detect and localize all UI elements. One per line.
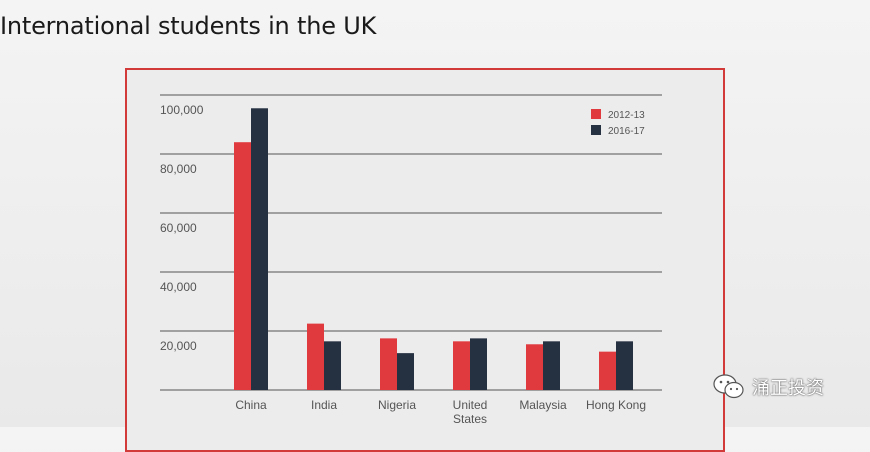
y-tick-label: 80,000 bbox=[160, 162, 197, 176]
x-category-label: United bbox=[453, 398, 488, 412]
x-category-label: China bbox=[235, 398, 267, 412]
legend-label: 2012-13 bbox=[608, 110, 645, 121]
y-tick-label: 60,000 bbox=[160, 221, 197, 235]
legend-swatch bbox=[591, 125, 601, 135]
x-category-label: Malaysia bbox=[519, 398, 567, 412]
bar-2016-17 bbox=[616, 341, 633, 390]
slide-title: International students in the UK bbox=[0, 12, 377, 40]
x-category-label: States bbox=[453, 412, 487, 426]
bar-2012-13 bbox=[234, 142, 251, 390]
y-tick-label: 20,000 bbox=[160, 339, 197, 353]
wechat-icon bbox=[712, 372, 746, 402]
y-tick-label: 40,000 bbox=[160, 280, 197, 294]
legend-swatch bbox=[591, 109, 601, 119]
chart-frame: 20,000 40,000 60,000 80,000 100,000 China Indi… bbox=[125, 68, 725, 452]
bar-2016-17 bbox=[470, 338, 487, 390]
bar-2012-13 bbox=[599, 351, 616, 390]
legend-label: 2016-17 bbox=[608, 126, 645, 137]
bar-2016-17 bbox=[324, 341, 341, 390]
bar-2016-17 bbox=[397, 353, 414, 390]
bar-2016-17 bbox=[251, 108, 268, 391]
x-category-label: Nigeria bbox=[378, 398, 416, 412]
bar-2012-13 bbox=[307, 323, 324, 390]
bar-2012-13 bbox=[380, 338, 397, 390]
bar-2012-13 bbox=[526, 344, 543, 390]
watermark: 涌正投资 bbox=[712, 372, 824, 402]
y-tick-label: 100,000 bbox=[160, 103, 204, 117]
bar-chart: 20,000 40,000 60,000 80,000 100,000 China Indi… bbox=[160, 94, 662, 426]
x-category-label: India bbox=[311, 398, 337, 412]
watermark-text: 涌正投资 bbox=[752, 378, 824, 399]
x-category-label: Hong Kong bbox=[586, 398, 646, 412]
bar-2016-17 bbox=[543, 341, 560, 390]
bar-2012-13 bbox=[453, 341, 470, 390]
